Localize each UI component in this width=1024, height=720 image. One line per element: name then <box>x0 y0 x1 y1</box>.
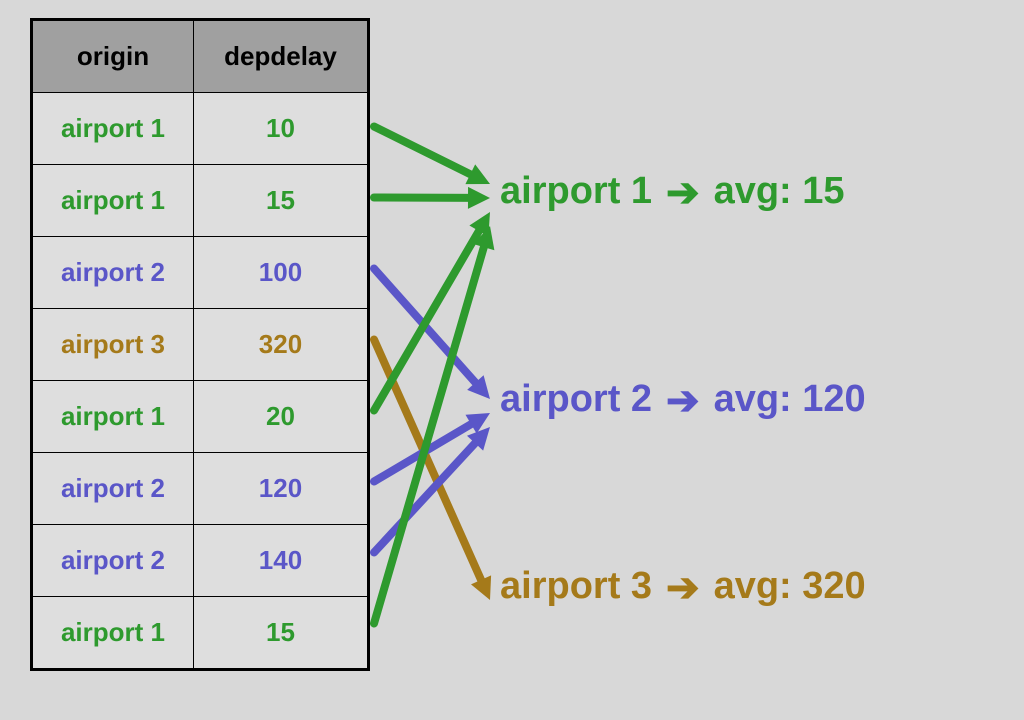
cell-origin: airport 1 <box>32 381 194 453</box>
table-row: airport 2120 <box>32 453 369 525</box>
group-label: airport 1 <box>500 170 652 213</box>
group-summary-1: airport 1 ➔ avg: 15 <box>500 170 845 213</box>
table-row: airport 2140 <box>32 525 369 597</box>
table-row: airport 110 <box>32 93 369 165</box>
cell-origin: airport 1 <box>32 597 194 670</box>
table-row: airport 120 <box>32 381 369 453</box>
cell-depdelay: 10 <box>193 93 368 165</box>
cell-origin: airport 1 <box>32 93 194 165</box>
cell-origin: airport 3 <box>32 309 194 381</box>
table-row: airport 2100 <box>32 237 369 309</box>
table-row: airport 3320 <box>32 309 369 381</box>
group-summary-3: airport 3 ➔ avg: 320 <box>500 565 866 608</box>
cell-origin: airport 2 <box>32 525 194 597</box>
group-summary-2: airport 2 ➔ avg: 120 <box>500 378 866 421</box>
cell-origin: airport 2 <box>32 237 194 309</box>
group-avg: avg: 120 <box>714 378 866 421</box>
cell-depdelay: 140 <box>193 525 368 597</box>
cell-depdelay: 320 <box>193 309 368 381</box>
cell-depdelay: 100 <box>193 237 368 309</box>
group-label: airport 2 <box>500 378 652 421</box>
group-label: airport 3 <box>500 565 652 608</box>
cell-depdelay: 20 <box>193 381 368 453</box>
cell-origin: airport 1 <box>32 165 194 237</box>
source-table: origin depdelay airport 110 airport 115 … <box>30 18 370 671</box>
table-row: airport 115 <box>32 597 369 670</box>
cell-depdelay: 120 <box>193 453 368 525</box>
col-header-origin: origin <box>32 20 194 93</box>
cell-depdelay: 15 <box>193 165 368 237</box>
cell-depdelay: 15 <box>193 597 368 670</box>
col-header-depdelay: depdelay <box>193 20 368 93</box>
arrow-right-icon: ➔ <box>666 381 700 421</box>
arrow-right-icon: ➔ <box>666 173 700 213</box>
arrow-right-icon: ➔ <box>666 568 700 608</box>
cell-origin: airport 2 <box>32 453 194 525</box>
group-avg: avg: 320 <box>714 565 866 608</box>
group-avg: avg: 15 <box>714 170 845 213</box>
table-row: airport 115 <box>32 165 369 237</box>
diagram-stage: origin depdelay airport 110 airport 115 … <box>0 0 1024 720</box>
